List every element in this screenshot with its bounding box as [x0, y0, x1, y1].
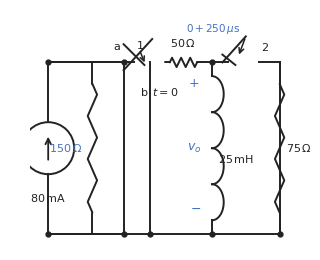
Text: $80\,\mathrm{mA}$: $80\,\mathrm{mA}$: [30, 192, 66, 204]
Text: a: a: [114, 42, 121, 52]
Text: $25\,\mathrm{mH}$: $25\,\mathrm{mH}$: [219, 153, 255, 165]
Text: $75\,\Omega$: $75\,\Omega$: [286, 142, 312, 154]
Text: b: b: [141, 88, 148, 98]
Text: 2: 2: [261, 43, 268, 53]
Text: $-$: $-$: [189, 202, 201, 214]
Text: $+$: $+$: [188, 77, 199, 90]
Text: $v_o$: $v_o$: [187, 142, 201, 155]
Text: $t = 0$: $t = 0$: [152, 86, 179, 98]
Text: $0 + 250\,\mu\mathrm{s}$: $0 + 250\,\mu\mathrm{s}$: [186, 22, 240, 36]
Text: $50\,\Omega$: $50\,\Omega$: [171, 37, 196, 49]
Text: $150\,\Omega$: $150\,\Omega$: [49, 142, 82, 154]
Text: 1: 1: [137, 41, 144, 51]
